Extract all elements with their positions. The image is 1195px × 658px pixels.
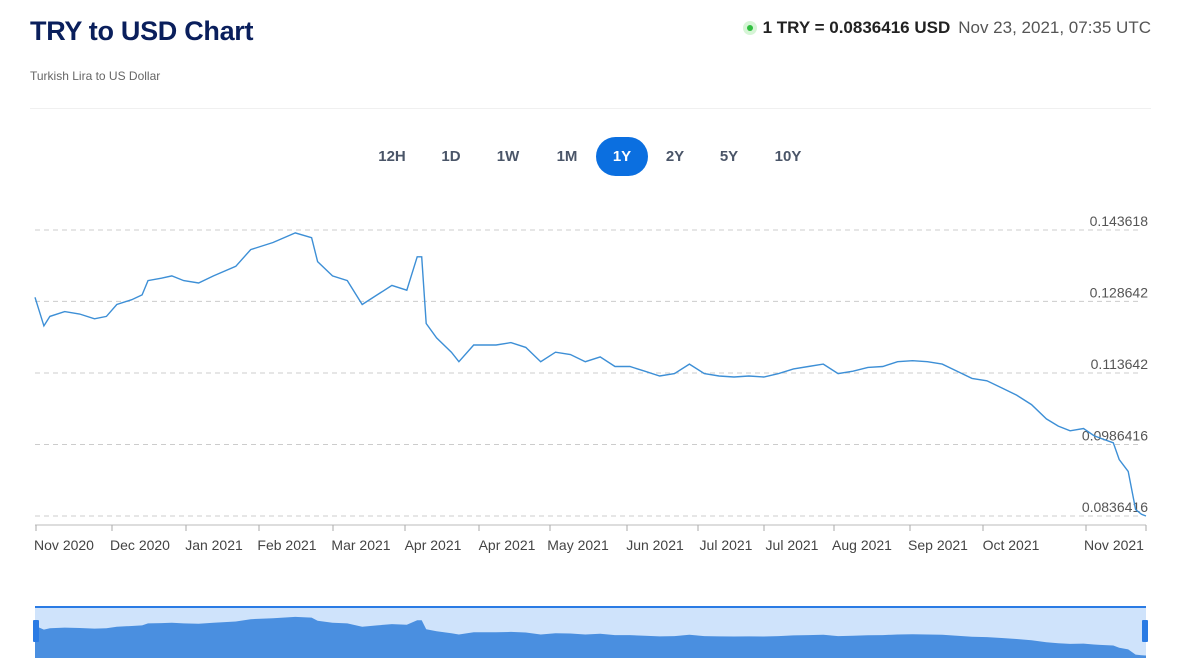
y-tick-label: 0.113642 — [1091, 356, 1149, 372]
x-tick-label: Jun 2021 — [626, 537, 684, 553]
rate-line-chart[interactable]: 0.143618 0.128642 0.113642 0.0986416 0.08364… — [0, 190, 1195, 565]
y-tick-label: 0.128642 — [1090, 284, 1149, 300]
x-tick-label: Jul 2021 — [700, 537, 753, 553]
rate-value: 1 TRY = 0.0836416 USD — [762, 18, 951, 37]
x-tick-label: Apr 2021 — [479, 537, 536, 553]
page-title: TRY to USD Chart — [30, 16, 254, 46]
time-range-tabs: 12H 1D 1W 1M 1Y 2Y 5Y 10Y — [0, 137, 1195, 177]
navigator-right-handle[interactable] — [1142, 620, 1148, 642]
y-tick-label: 0.143618 — [1090, 213, 1149, 229]
x-tick-label: Dec 2020 — [110, 537, 170, 553]
x-tick-label: Apr 2021 — [405, 537, 462, 553]
x-tick-label: Feb 2021 — [257, 537, 316, 553]
x-tick-label: Nov 2020 — [34, 537, 94, 553]
navigator-left-handle[interactable] — [33, 620, 39, 642]
x-tick-label: Nov 2021 — [1084, 537, 1144, 553]
chart-navigator[interactable] — [0, 600, 1195, 658]
x-tick-label: Jan 2021 — [185, 537, 243, 553]
tab-5y[interactable]: 5Y — [719, 148, 739, 165]
x-tick-label: Sep 2021 — [908, 537, 968, 553]
x-tick-label: Jul 2021 — [766, 537, 819, 553]
series-line — [34, 232, 1147, 517]
tab-1d[interactable]: 1D — [441, 148, 461, 165]
header-divider — [30, 108, 1151, 109]
live-rate: 1 TRY = 0.0836416 USD Nov 23, 2021, 07:3… — [742, 18, 1151, 38]
navigator-top-border — [35, 606, 1146, 608]
tab-12h[interactable]: 12H — [378, 148, 406, 165]
y-tick-label: 0.0836416 — [1082, 499, 1148, 515]
page-subtitle: Turkish Lira to US Dollar — [30, 69, 161, 83]
live-indicator-icon — [742, 21, 757, 35]
y-tick-label: 0.0986416 — [1082, 427, 1148, 443]
rate-timestamp: Nov 23, 2021, 07:35 UTC — [958, 18, 1151, 37]
x-tick-label: Oct 2021 — [983, 537, 1040, 553]
tab-1w[interactable]: 1W — [496, 148, 520, 165]
tab-1y[interactable]: 1Y — [596, 137, 648, 176]
x-tick-label: Aug 2021 — [832, 537, 892, 553]
tab-2y[interactable]: 2Y — [665, 148, 685, 165]
tab-10y[interactable]: 10Y — [774, 148, 802, 165]
tab-1m[interactable]: 1M — [556, 148, 578, 165]
navigator-area — [35, 616, 1146, 658]
x-tick-label: May 2021 — [547, 537, 609, 553]
x-tick-label: Mar 2021 — [331, 537, 390, 553]
